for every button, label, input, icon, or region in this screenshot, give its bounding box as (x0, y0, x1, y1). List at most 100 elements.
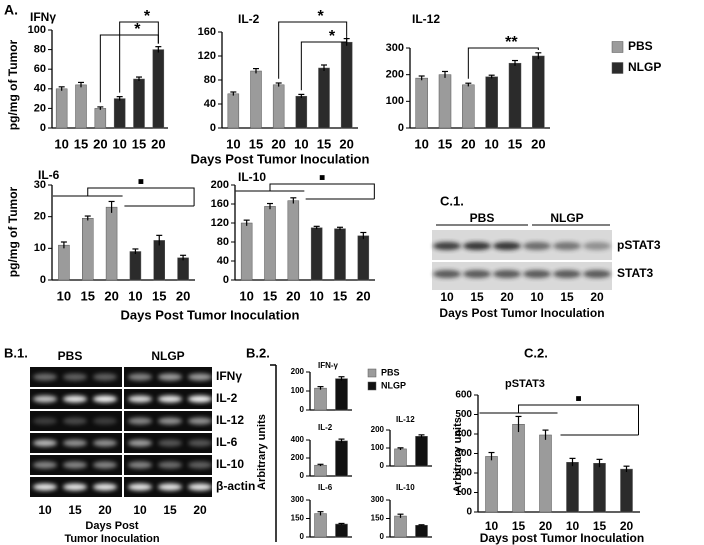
x-tick-label: 15 (132, 136, 146, 151)
y-tick-label: 40 (217, 255, 229, 267)
significance-bracket (99, 34, 159, 103)
chart-title: IL-6 (318, 483, 333, 492)
y-tick-label: 0 (210, 122, 216, 134)
row-label: STAT3 (617, 266, 654, 280)
lane-label: 10 (530, 290, 544, 304)
y-tick-label: 0 (466, 507, 472, 518)
y-tick-label: 300 (386, 42, 404, 54)
row-label: IFNγ (216, 369, 242, 383)
error-bar (515, 415, 522, 433)
x-tick-label: 15 (317, 136, 331, 151)
gel-band (188, 373, 212, 381)
y-tick-label: 150 (371, 514, 385, 523)
y-tick-label: 0 (300, 405, 305, 414)
bar (438, 74, 452, 129)
y-tick-label: 0 (40, 274, 46, 286)
group-label: NLGP (550, 211, 583, 225)
panel-label: A. (4, 2, 18, 18)
bar (415, 436, 428, 467)
error-bar (418, 75, 425, 81)
error-bar (317, 463, 324, 467)
x-tick-label: 10 (294, 136, 308, 151)
bar (105, 206, 118, 281)
gel-band (33, 461, 57, 469)
bar (335, 378, 348, 411)
bar (340, 41, 353, 129)
blot-band (463, 242, 491, 250)
gel-band (128, 395, 152, 403)
gel-band (158, 373, 182, 381)
chart-title: IL-2 (318, 423, 333, 432)
bar (335, 440, 348, 477)
error-bar (180, 254, 187, 261)
error-bar (338, 376, 345, 381)
gel-band (188, 395, 212, 403)
x-tick-label: 10 (239, 288, 253, 303)
y-axis-label: Arbitrary units (256, 414, 268, 490)
gel-band (63, 439, 87, 447)
blot-band (433, 270, 461, 278)
gel-band (33, 439, 57, 447)
significance-label: * (329, 28, 336, 45)
error-bar (84, 215, 91, 221)
panel-label: C.2. (524, 345, 548, 360)
bar (335, 523, 348, 538)
gel-band (128, 483, 152, 491)
gel-band (93, 439, 117, 447)
lane-label: 15 (163, 503, 177, 517)
error-bar (317, 386, 324, 390)
x-tick-label: 15 (249, 136, 263, 151)
significance-bracket (52, 187, 195, 207)
blot-band (463, 270, 491, 278)
chart-title: IFN-γ (318, 361, 339, 370)
y-tick-label: 0 (300, 471, 305, 480)
y-tick-label: 200 (291, 367, 305, 376)
chart-title: IL-12 (396, 415, 415, 424)
bar (539, 434, 552, 513)
gel-band (188, 461, 212, 469)
x-tick-label: 20 (339, 136, 353, 151)
significance-label: ■ (138, 177, 144, 188)
y-tick-label: 40 (204, 98, 216, 110)
x-tick-label: 10 (566, 519, 580, 533)
bar (264, 206, 276, 281)
error-bar (488, 74, 495, 79)
x-tick-label: 10 (128, 288, 142, 303)
y-tick-label: 400 (291, 435, 305, 444)
x-axis-label: Days Post (85, 520, 139, 532)
error-bar (397, 513, 404, 518)
error-bar (275, 82, 282, 87)
panel-label: B.1. (4, 345, 28, 360)
gel-band (128, 417, 152, 425)
bar (532, 55, 545, 129)
bar (394, 515, 407, 538)
gel-band (93, 483, 117, 491)
y-tick-label: 100 (455, 487, 472, 498)
error-bar (230, 91, 237, 96)
x-axis-label: Days Post Tumor Inoculation (439, 306, 604, 320)
error-bar (397, 447, 404, 450)
y-tick-label: 20 (34, 102, 46, 114)
gel-band (128, 439, 152, 447)
bar (314, 464, 327, 477)
y-tick-label: 400 (455, 429, 472, 440)
x-tick-label: 10 (309, 288, 323, 303)
gel-band (63, 483, 87, 491)
x-axis-label: Days post Tumor Inoculation (480, 531, 644, 545)
x-tick-label: 10 (112, 136, 126, 151)
blot-band (583, 242, 611, 250)
significance-label: ** (505, 34, 518, 51)
gel-band (63, 417, 87, 425)
y-axis-label: pg/mg of Tumor (6, 39, 20, 130)
gel-band (188, 483, 212, 491)
legend-label: NLGP (628, 60, 661, 74)
bar (485, 456, 498, 513)
row-label: pSTAT3 (617, 238, 661, 252)
gel-band (188, 439, 212, 447)
error-bar (136, 76, 142, 81)
bar (94, 108, 107, 129)
gel-band (93, 395, 117, 403)
error-bar (317, 511, 324, 516)
legend-label: PBS (628, 39, 653, 53)
